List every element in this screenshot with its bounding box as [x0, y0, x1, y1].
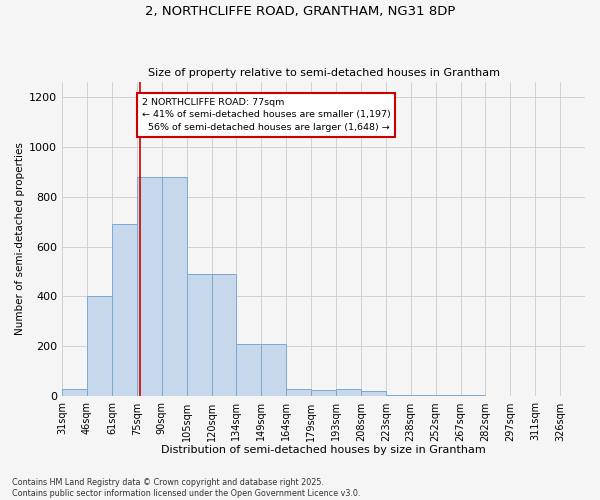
Bar — [411, 395, 436, 396]
Bar — [336, 389, 361, 396]
Bar — [286, 389, 311, 396]
Bar — [311, 390, 336, 396]
Title: Size of property relative to semi-detached houses in Grantham: Size of property relative to semi-detach… — [148, 68, 500, 78]
Bar — [436, 395, 461, 396]
Bar — [87, 296, 112, 396]
X-axis label: Distribution of semi-detached houses by size in Grantham: Distribution of semi-detached houses by … — [161, 445, 486, 455]
Text: 2 NORTHCLIFFE ROAD: 77sqm
← 41% of semi-detached houses are smaller (1,197)
  56: 2 NORTHCLIFFE ROAD: 77sqm ← 41% of semi-… — [142, 98, 391, 132]
Bar — [187, 274, 212, 396]
Bar — [112, 224, 137, 396]
Bar — [461, 395, 485, 396]
Bar — [62, 389, 87, 396]
Bar — [137, 176, 162, 396]
Y-axis label: Number of semi-detached properties: Number of semi-detached properties — [15, 142, 25, 336]
Bar — [361, 392, 386, 396]
Bar — [162, 176, 187, 396]
Bar — [386, 395, 411, 396]
Bar — [212, 274, 236, 396]
Bar — [236, 344, 262, 397]
Text: Contains HM Land Registry data © Crown copyright and database right 2025.
Contai: Contains HM Land Registry data © Crown c… — [12, 478, 361, 498]
Text: 2, NORTHCLIFFE ROAD, GRANTHAM, NG31 8DP: 2, NORTHCLIFFE ROAD, GRANTHAM, NG31 8DP — [145, 5, 455, 18]
Bar — [262, 344, 286, 397]
